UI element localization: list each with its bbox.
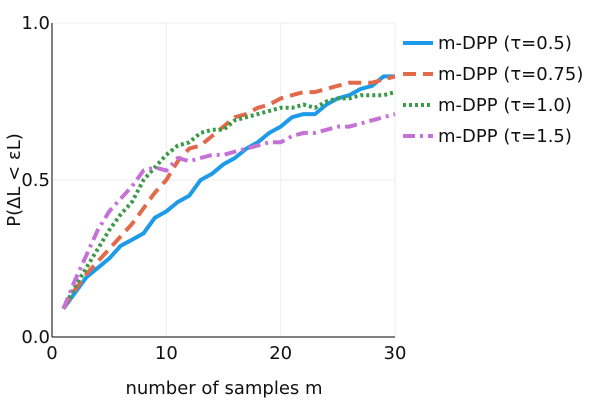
series-line-4: [61, 112, 396, 310]
axes: [51, 23, 395, 338]
legend: m-DPP (τ=0.5) m-DPP (τ=0.75) m-DPP (τ=1.0)…: [403, 33, 583, 147]
x-tick-label: 10: [155, 343, 178, 364]
legend-label-3: m-DPP (τ=1.0): [438, 95, 572, 116]
legend-label-4: m-DPP (τ=1.5): [438, 126, 572, 147]
x-axis-label: number of samples m: [125, 378, 322, 399]
x-tick-label: 30: [384, 343, 407, 364]
x-tick-label: 20: [269, 343, 292, 364]
grid: [51, 22, 396, 338]
y-axis-label: P(ΔL < εL): [4, 133, 25, 227]
x-tick-label: 0: [46, 343, 57, 364]
tick-labels: 0 10 20 30 0.0 0.5 1.0: [21, 13, 406, 364]
series-line-1: [61, 74, 395, 310]
series-line-2: [61, 74, 396, 310]
y-tick-label: 1.0: [21, 13, 50, 34]
y-tick-label: 0.5: [21, 170, 50, 191]
y-tick-label: 0.0: [21, 327, 50, 348]
legend-label-2: m-DPP (τ=0.75): [438, 64, 583, 85]
legend-label-1: m-DPP (τ=0.5): [438, 33, 572, 54]
series-lines: [61, 74, 396, 310]
series-line-3: [61, 90, 396, 310]
